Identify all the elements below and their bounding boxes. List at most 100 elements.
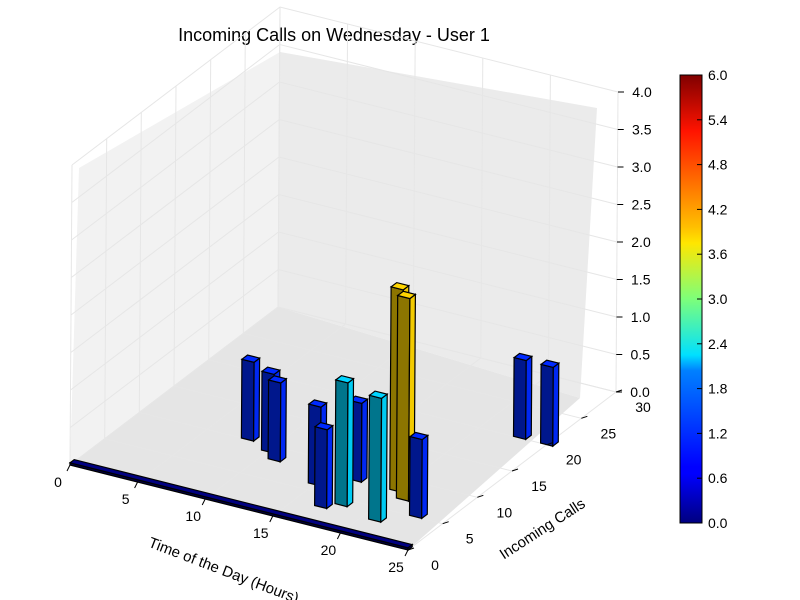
z-tick-label-6: 3.0 bbox=[632, 159, 652, 175]
baseline-bars bbox=[68, 458, 414, 552]
bar-10 bbox=[512, 352, 534, 441]
x-tick-label-5: 25 bbox=[388, 559, 404, 575]
bar-9 bbox=[367, 390, 389, 524]
colorbar-tick-label-2: 1.2 bbox=[708, 425, 728, 441]
z-tick-label-4: 2.0 bbox=[631, 234, 651, 250]
y-tick-label-3: 15 bbox=[531, 478, 547, 494]
y-tick-label-1: 5 bbox=[466, 531, 474, 547]
bars bbox=[240, 281, 561, 524]
grid-line-z-2 bbox=[70, 231, 617, 391]
bar-0-top-face bbox=[240, 354, 261, 363]
bar-0 bbox=[240, 354, 261, 443]
chart-title: Incoming Calls on Wednesday - User 1 bbox=[178, 25, 490, 45]
bar-6-top-face bbox=[334, 374, 355, 384]
x-tick-label-3: 15 bbox=[253, 525, 269, 541]
x-tick-label-1: 5 bbox=[122, 491, 130, 507]
colorbar-ticks: 0.0 0.6 1.2 1.8 2.4 3.0 3.6 4.2 4.8 5.4 6.0 bbox=[697, 67, 728, 531]
bar-4-side-face bbox=[360, 397, 369, 484]
grid-line-z-5 bbox=[70, 118, 618, 278]
bar-11 bbox=[408, 431, 430, 520]
y-tick-label-6: 30 bbox=[635, 399, 651, 415]
y-axis-ticks: 0 5 10 15 20 25 30 bbox=[407, 389, 651, 573]
x-axis-ticks: 0 5 10 15 20 25 bbox=[54, 464, 409, 575]
bar-5-side-face bbox=[326, 424, 334, 510]
bar-6-front-face bbox=[334, 379, 349, 508]
bar-9-side-face bbox=[380, 392, 388, 524]
baseline-bar bbox=[68, 458, 414, 552]
bar-0-front-face bbox=[240, 358, 255, 442]
bar-6-side-face bbox=[346, 377, 355, 508]
bar-2 bbox=[267, 375, 288, 464]
bar-12 bbox=[539, 359, 561, 448]
y-tick-mark-4 bbox=[546, 442, 553, 446]
bar-10-top-face bbox=[512, 352, 534, 362]
bar-5 bbox=[313, 421, 335, 510]
y-tick-mark-3 bbox=[511, 468, 519, 472]
colorbar-tick-label-6: 3.6 bbox=[708, 246, 728, 262]
bar-3-top-face bbox=[307, 399, 328, 408]
grid-line-z-3 bbox=[70, 193, 617, 353]
bar-5-front-face bbox=[313, 425, 328, 510]
bar-12-side-face bbox=[552, 361, 560, 448]
baseline-bar-top-face bbox=[68, 458, 414, 549]
bar-0-side-face bbox=[252, 356, 261, 443]
y-tick-mark-2 bbox=[477, 494, 484, 498]
bar-11-side-face bbox=[421, 434, 429, 520]
bar-6 bbox=[334, 374, 355, 508]
x-tick-mark-3 bbox=[269, 515, 274, 523]
grid-line-z-1 bbox=[69, 268, 617, 428]
bar-2-side-face bbox=[279, 377, 287, 464]
y-tick-label-4: 20 bbox=[566, 452, 582, 468]
y-tick-label-2: 10 bbox=[497, 504, 513, 520]
colorbar-tick-label-0: 0.0 bbox=[708, 515, 728, 531]
z-tick-label-5: 2.5 bbox=[632, 197, 652, 213]
y-tick-mark-1 bbox=[442, 521, 449, 525]
colorbar-tick-label-1: 0.6 bbox=[708, 470, 728, 486]
x-tick-mark-2 bbox=[201, 498, 206, 506]
colorbar-tick-label-10: 6.0 bbox=[708, 67, 728, 83]
y-tick-mark-0 bbox=[407, 547, 415, 551]
bar-2-front-face bbox=[267, 379, 282, 463]
z-tick-label-3: 1.5 bbox=[631, 272, 651, 288]
colorbar-tick-label-3: 1.8 bbox=[708, 381, 728, 397]
bar-9-top-face bbox=[368, 390, 389, 400]
bar-11-top-face bbox=[408, 431, 430, 441]
x-tick-mark-4 bbox=[336, 532, 341, 540]
bar-5-top-face bbox=[313, 421, 335, 431]
grid-line-z-8 bbox=[71, 6, 619, 166]
grid-line-z-7 bbox=[71, 43, 618, 203]
bar-1-top-face bbox=[260, 366, 282, 376]
bar-10-front-face bbox=[512, 356, 527, 441]
x-tick-label-4: 20 bbox=[321, 542, 337, 558]
x-tick-mark-0 bbox=[66, 464, 71, 472]
z-tick-label-1: 0.5 bbox=[631, 347, 651, 363]
grid-line-z-6 bbox=[71, 81, 618, 241]
bar-2-top-face bbox=[267, 375, 288, 384]
y-tick-mark-5 bbox=[581, 415, 588, 419]
z-axis-ticks: 0.0 0.5 1.0 1.5 2.0 2.5 3.0 3.5 4.0 bbox=[616, 84, 652, 400]
grid-line-z-0 bbox=[69, 306, 617, 466]
bar-10-side-face bbox=[525, 355, 533, 441]
colorbar-tick-label-9: 5.4 bbox=[708, 112, 728, 128]
y-tick-label-0: 0 bbox=[431, 557, 439, 573]
colorbar-tick-label-4: 2.4 bbox=[708, 336, 728, 352]
colorbar-tick-label-5: 3.0 bbox=[708, 291, 728, 307]
bar-9-front-face bbox=[367, 394, 383, 523]
bar-8-top-face bbox=[396, 290, 417, 300]
bar-12-front-face bbox=[539, 363, 554, 447]
z-tick-label-7: 3.5 bbox=[632, 122, 652, 138]
bar-11-front-face bbox=[408, 435, 423, 520]
colorbar-tick-label-7: 4.2 bbox=[708, 201, 728, 217]
x-axis-label: Time of the Day (Hours) bbox=[146, 534, 301, 600]
z-tick-label-8: 4.0 bbox=[632, 84, 652, 100]
z-tick-label-2: 1.0 bbox=[631, 309, 651, 325]
back-pane bbox=[278, 52, 597, 398]
x-tick-mark-1 bbox=[134, 481, 139, 489]
x-tick-mark-5 bbox=[404, 549, 409, 557]
bar-12-top-face bbox=[539, 359, 561, 369]
x-tick-label-0: 0 bbox=[54, 474, 62, 490]
x-tick-label-2: 10 bbox=[185, 508, 201, 524]
bar-7-top-face bbox=[389, 281, 411, 291]
bar-8-front-face bbox=[395, 294, 411, 502]
